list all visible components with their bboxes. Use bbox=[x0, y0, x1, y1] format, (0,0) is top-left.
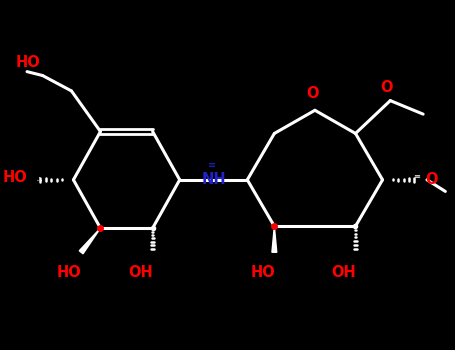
Text: O: O bbox=[307, 86, 319, 100]
Text: HO: HO bbox=[250, 265, 275, 280]
Polygon shape bbox=[79, 228, 101, 254]
Text: O: O bbox=[380, 80, 393, 95]
Text: OH: OH bbox=[129, 265, 153, 280]
Polygon shape bbox=[272, 226, 277, 252]
Text: HO: HO bbox=[2, 170, 27, 186]
Text: HO: HO bbox=[56, 265, 81, 280]
Text: O: O bbox=[425, 172, 438, 187]
Text: ∴: ∴ bbox=[37, 175, 42, 184]
Text: ≡: ≡ bbox=[207, 160, 216, 170]
Text: ≡: ≡ bbox=[414, 173, 420, 181]
Text: NH: NH bbox=[201, 172, 226, 187]
Text: HO: HO bbox=[16, 55, 40, 70]
Text: OH: OH bbox=[332, 265, 356, 280]
